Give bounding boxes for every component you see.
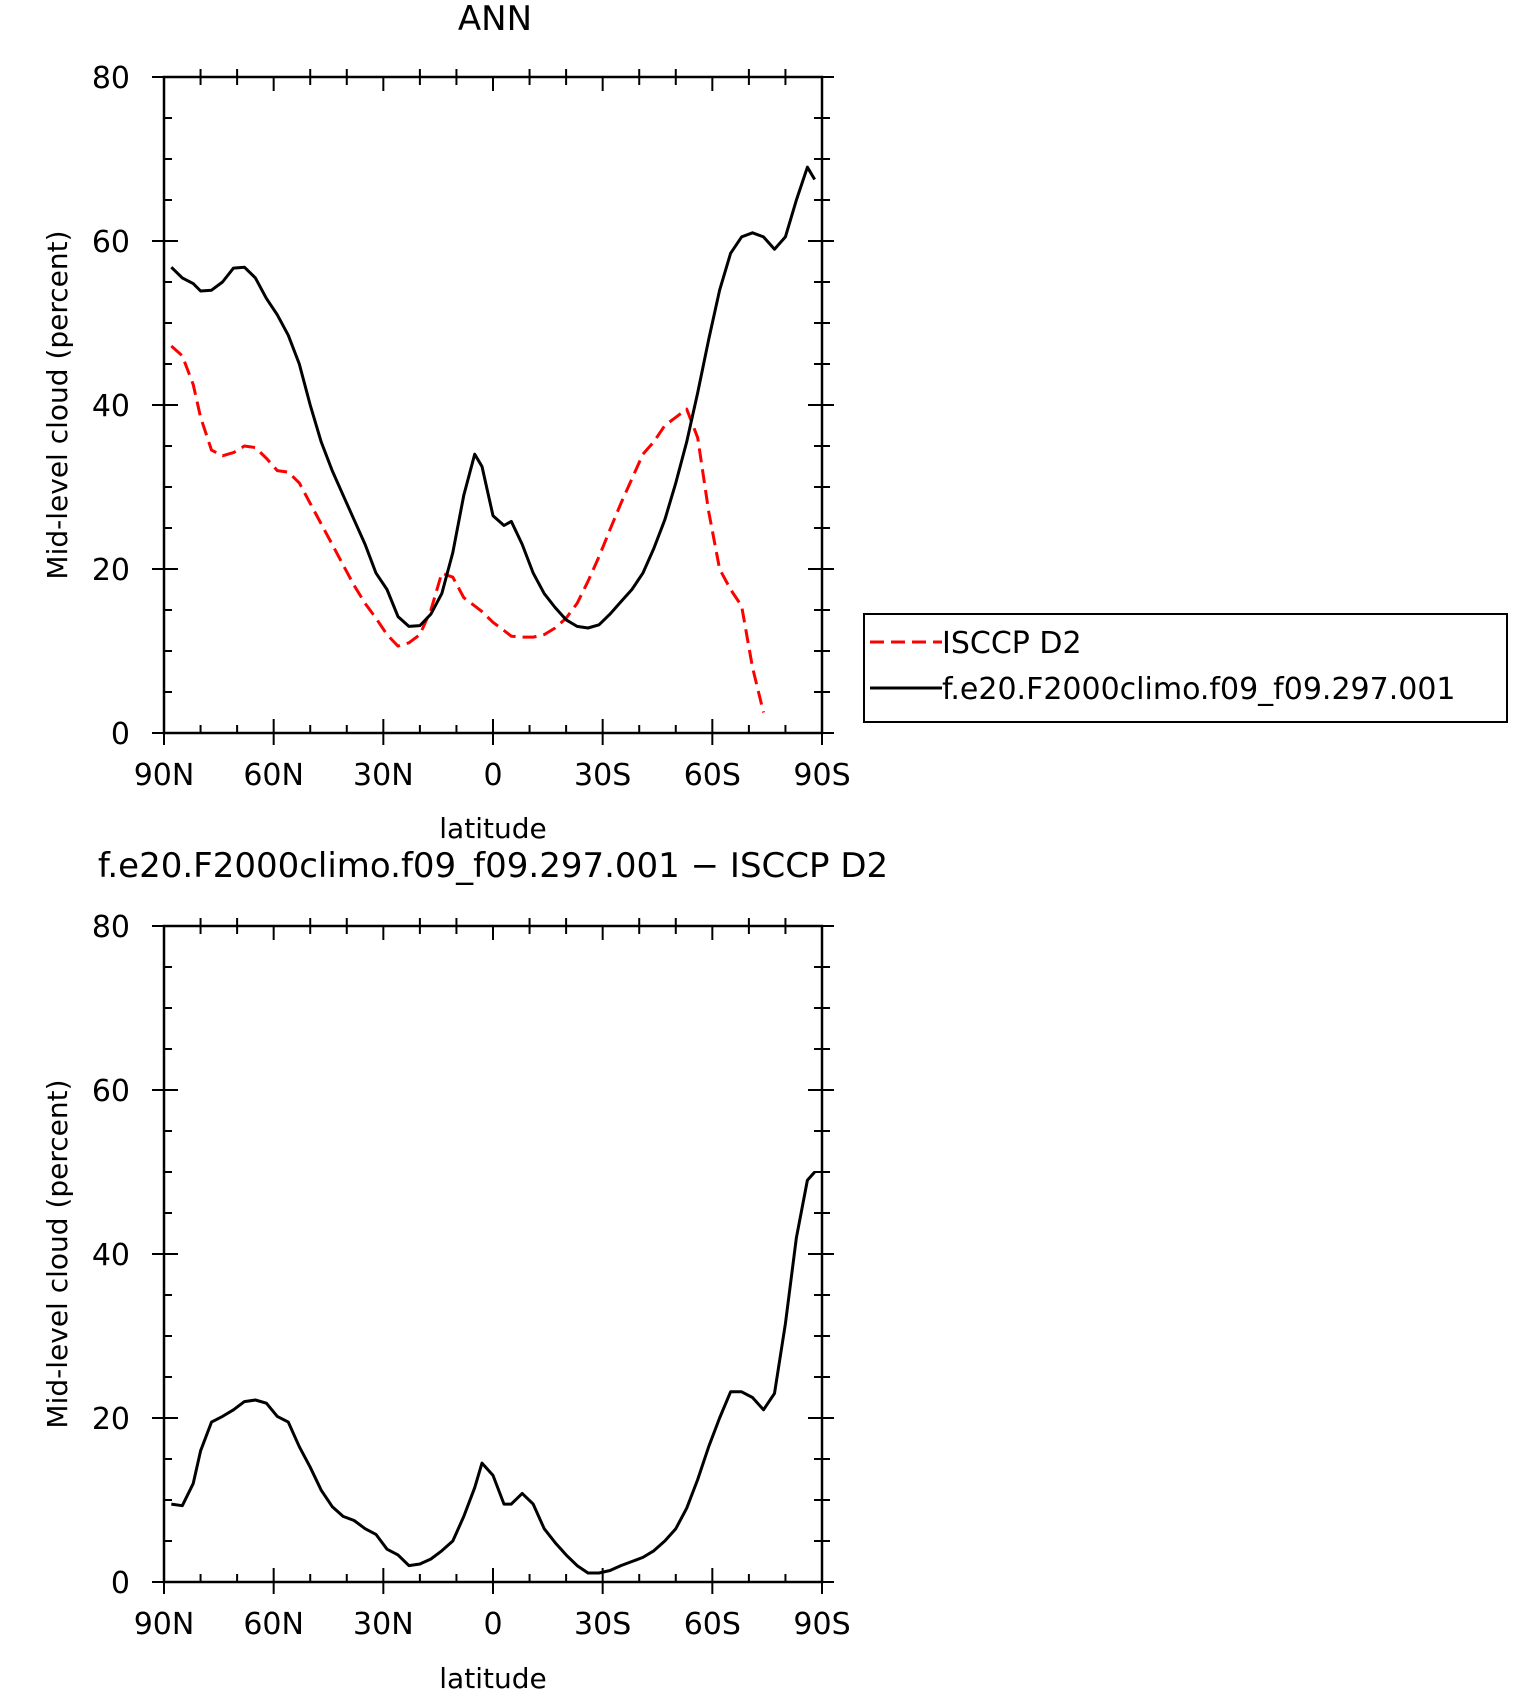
top-title: ANN xyxy=(458,0,532,39)
bottom-x-axis-label: latitude xyxy=(439,1662,546,1693)
top-panel: ANN 90N 60N 30N 0 30S 60S 90S 0 20 40 60 80 latitud… xyxy=(41,0,851,845)
bottom-series-line-0 xyxy=(171,1171,816,1575)
top-lines xyxy=(170,165,816,713)
top-ticks: 90N 60N 30N 0 30S 60S 90S 0 20 40 60 80 xyxy=(92,61,851,793)
legend-box xyxy=(863,613,1508,723)
bottom-ytick-label-1: 20 xyxy=(92,1402,130,1437)
top-xtick-label-1: 60N xyxy=(243,758,304,793)
legend-label-isccp: ISCCP D2 xyxy=(942,626,1082,661)
bottom-title: f.e20.F2000climo.f09_f09.297.001 − ISCCP… xyxy=(98,846,888,886)
top-xtick-label-5: 60S xyxy=(684,758,741,793)
bottom-xtick-label-1: 60N xyxy=(243,1607,304,1642)
top-xtick-label-3: 0 xyxy=(483,758,502,793)
bottom-xtick-label-6: 90S xyxy=(793,1607,850,1642)
top-ytick-label-1: 20 xyxy=(92,553,130,588)
bottom-xtick-label-2: 30N xyxy=(353,1607,414,1642)
bottom-ytick-label-2: 40 xyxy=(92,1238,130,1273)
top-plot-frame xyxy=(162,75,824,735)
bottom-xtick-label-5: 60S xyxy=(684,1607,741,1642)
top-x-axis-label: latitude xyxy=(439,812,546,845)
top-y-axis-label: Mid-level cloud (percent) xyxy=(41,230,74,579)
top-xtick-label-0: 90N xyxy=(134,758,195,793)
top-ytick-label-2: 40 xyxy=(92,389,130,424)
bottom-xtick-label-3: 0 xyxy=(483,1607,502,1642)
bottom-xtick-label-4: 30S xyxy=(574,1607,631,1642)
bottom-ticks: 90N 60N 30N 0 30S 60S 90S 0 20 40 60 80 xyxy=(92,910,851,1642)
top-ytick-label-0: 0 xyxy=(111,717,130,752)
bottom-lines xyxy=(171,1171,816,1575)
top-ytick-label-3: 60 xyxy=(92,225,130,260)
bottom-ytick-label-4: 80 xyxy=(92,910,130,945)
legend: ISCCP D2 f.e20.F2000climo.f09_f09.297.00… xyxy=(863,613,1508,723)
top-series-line-0 xyxy=(170,344,765,713)
legend-label-model: f.e20.F2000climo.f09_f09.297.001 xyxy=(942,672,1456,707)
bottom-ytick-label-3: 60 xyxy=(92,1074,130,1109)
bottom-xtick-label-0: 90N xyxy=(134,1607,195,1642)
top-ytick-label-4: 80 xyxy=(92,61,130,96)
bottom-panel: f.e20.F2000climo.f09_f09.297.001 − ISCCP… xyxy=(41,846,888,1693)
bottom-plot-frame xyxy=(162,924,824,1584)
top-series-line-1 xyxy=(170,165,816,630)
top-xtick-label-6: 90S xyxy=(793,758,850,793)
bottom-ytick-label-0: 0 xyxy=(111,1566,130,1601)
top-xtick-label-4: 30S xyxy=(574,758,631,793)
bottom-y-axis-label: Mid-level cloud (percent) xyxy=(41,1079,74,1428)
top-xtick-label-2: 30N xyxy=(353,758,414,793)
